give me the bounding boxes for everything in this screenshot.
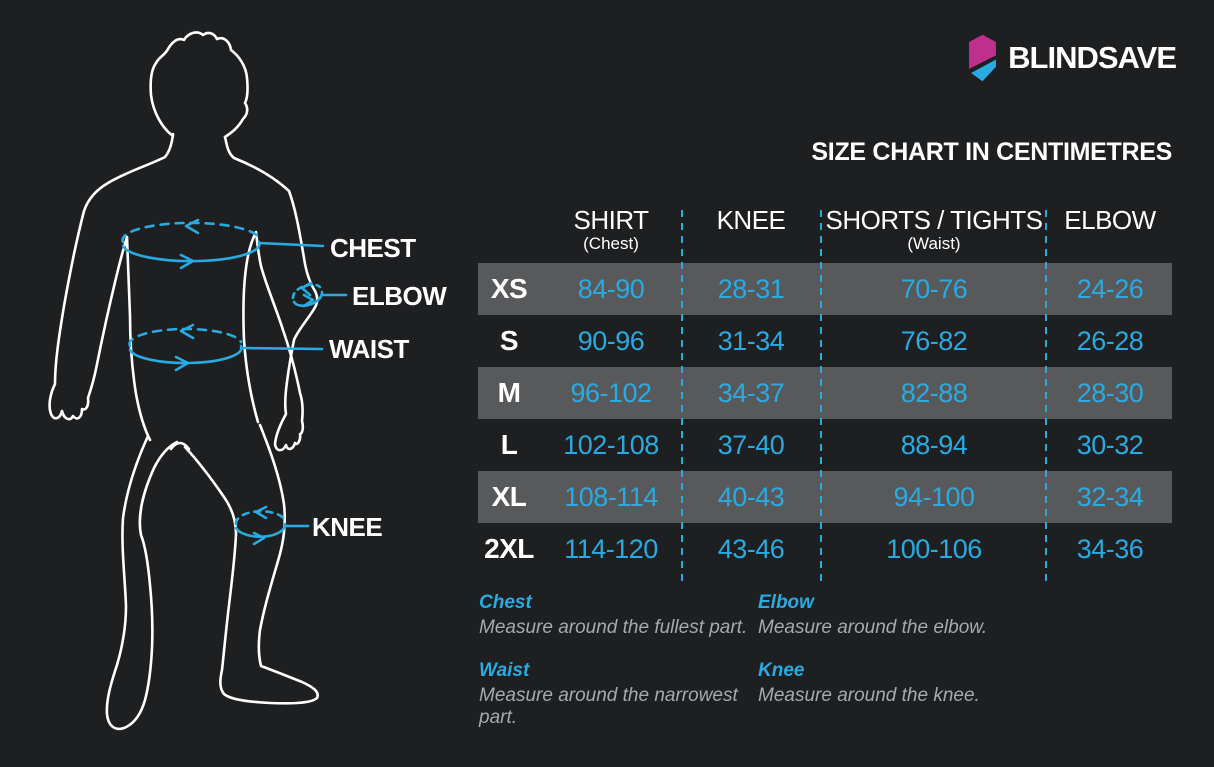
column-divider: [820, 210, 822, 585]
size-cell: XL: [491, 481, 527, 512]
waist-measure-ellipse: [128, 323, 324, 372]
arrow-icon: [179, 253, 195, 270]
measuring-notes: Chest Measure around the fullest part. E…: [479, 592, 1173, 750]
value-cell: 108-114: [564, 481, 658, 512]
header-cell-shorts: SHORTS / TIGHTS (Waist): [825, 205, 1043, 253]
size-table: SHIRT (Chest) KNEE SHORTS / TIGHTS (Wais…: [478, 205, 1172, 585]
chest-measure-ellipse: [121, 218, 325, 270]
value-cell: 100-106: [886, 533, 982, 564]
value-cell: 28-31: [717, 273, 785, 304]
page-title: SIZE CHART IN CENTIMETRES: [811, 138, 1172, 166]
header-cell-knee: KNEE: [716, 205, 786, 235]
size-cell: M: [497, 377, 521, 408]
value-cell: 70-76: [900, 273, 968, 304]
column-divider: [1045, 210, 1047, 585]
value-cell: 31-34: [717, 325, 785, 356]
column-divider: [681, 210, 683, 585]
value-cell: 76-82: [900, 325, 968, 356]
value-cell: 24-26: [1076, 273, 1144, 304]
diagram-label-waist: WAIST: [329, 334, 409, 364]
hexagon-logo-icon: [969, 34, 997, 82]
note-term: Waist: [479, 660, 530, 681]
diagram-label-elbow: ELBOW: [352, 281, 447, 311]
diagram-label-chest: CHEST: [330, 233, 416, 263]
value-cell: 37-40: [717, 429, 785, 460]
table-row: 2XL 114-120 43-46 100-106 34-36: [478, 523, 1172, 575]
header-cell-size: [478, 205, 540, 263]
elbow-measure-ellipse: [291, 281, 348, 308]
note-knee: Knee Measure around the knee.: [758, 660, 1173, 729]
note-chest: Chest Measure around the fullest part.: [479, 592, 758, 639]
note-elbow: Elbow Measure around the elbow.: [758, 592, 1173, 639]
table-row: S 90-96 31-34 76-82 26-28: [478, 315, 1172, 367]
value-cell: 34-37: [717, 377, 785, 408]
value-cell: 96-102: [570, 377, 652, 408]
table-row: L 102-108 37-40 88-94 30-32: [478, 419, 1172, 471]
header-cell-shirt: SHIRT (Chest): [573, 205, 649, 253]
note-term: Chest: [479, 592, 532, 613]
size-cell: XS: [490, 273, 528, 304]
size-cell: S: [499, 325, 519, 356]
diagram-label-knee: KNEE: [312, 512, 383, 542]
value-cell: 30-32: [1076, 429, 1144, 460]
header-cell-elbow: ELBOW: [1064, 205, 1156, 235]
value-cell: 28-30: [1076, 377, 1144, 408]
note-desc: Measure around the knee.: [758, 685, 980, 706]
table-row: M 96-102 34-37 82-88 28-30: [478, 367, 1172, 419]
value-cell: 90-96: [577, 325, 645, 356]
table-header-row: SHIRT (Chest) KNEE SHORTS / TIGHTS (Wais…: [478, 205, 1172, 263]
arrow-icon: [184, 218, 200, 235]
note-desc: Measure around the narrowest part.: [479, 685, 738, 728]
value-cell: 34-36: [1076, 533, 1144, 564]
size-cell: L: [500, 429, 518, 460]
chest-pointer-line: [257, 241, 325, 248]
value-cell: 40-43: [717, 481, 785, 512]
value-cell: 82-88: [900, 377, 968, 408]
note-desc: Measure around the elbow.: [758, 617, 988, 638]
arrow-icon: [302, 293, 315, 308]
body-diagram: [48, 31, 348, 731]
value-cell: 88-94: [900, 429, 968, 460]
body-outline: [48, 31, 319, 731]
note-desc: Measure around the fullest part.: [479, 617, 748, 638]
value-cell: 26-28: [1076, 325, 1144, 356]
note-term: Knee: [758, 660, 805, 681]
waist-pointer-line: [239, 346, 324, 351]
value-cell: 94-100: [893, 481, 975, 512]
note-waist: Waist Measure around the narrowest part.: [479, 660, 758, 729]
arrow-icon: [300, 281, 313, 297]
value-cell: 32-34: [1076, 481, 1144, 512]
knee-measure-ellipse: [234, 505, 310, 546]
brand-name: BLINDSAVE: [1008, 40, 1177, 75]
table-row: XS 84-90 28-31 70-76 24-26: [478, 263, 1172, 315]
value-cell: 102-108: [563, 429, 659, 460]
table-row: XL 108-114 40-43 94-100 32-34: [478, 471, 1172, 523]
arrow-icon: [179, 323, 195, 340]
arrow-icon: [174, 355, 190, 372]
value-cell: 43-46: [717, 533, 785, 564]
size-cell: 2XL: [484, 533, 534, 564]
note-term: Elbow: [758, 592, 814, 613]
value-cell: 84-90: [577, 273, 645, 304]
arrow-icon: [254, 505, 268, 520]
brand-logo: BLINDSAVE: [968, 33, 1177, 83]
arrow-icon: [252, 531, 266, 546]
value-cell: 114-120: [564, 533, 658, 564]
